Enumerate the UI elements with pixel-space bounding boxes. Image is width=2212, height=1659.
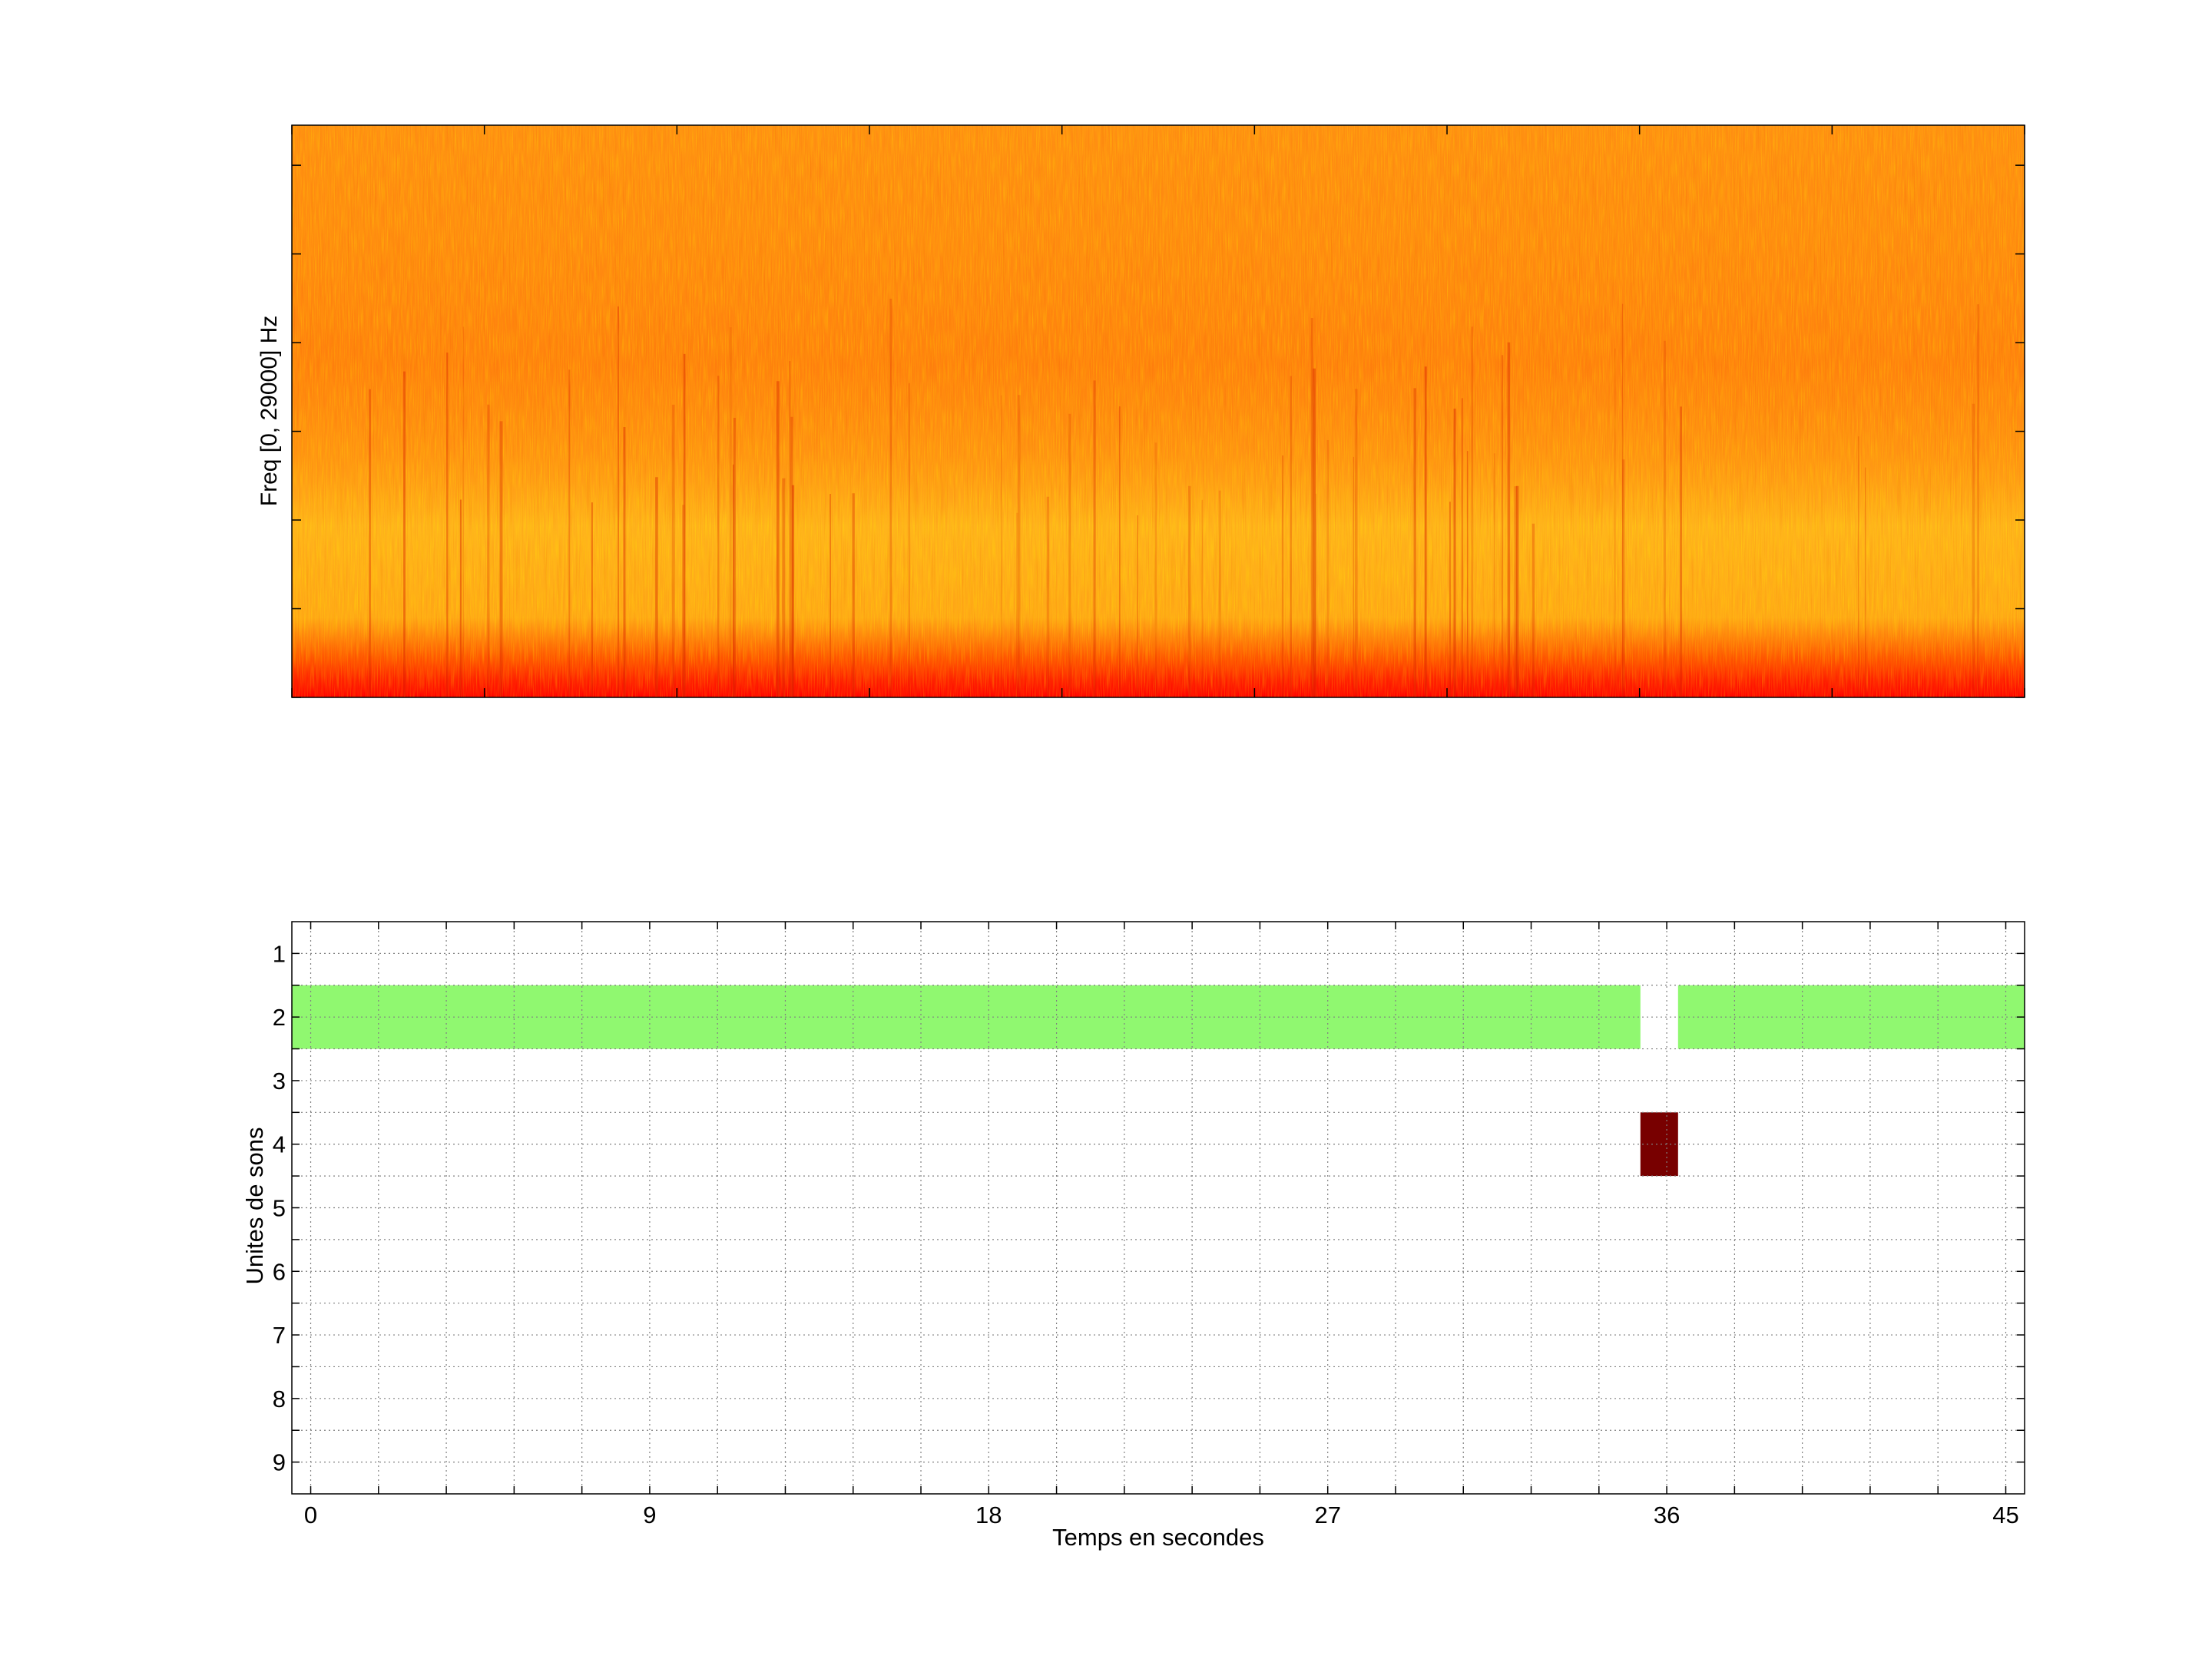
units-y-tick-label: 4 (273, 1131, 286, 1158)
spectrogram-panel: Freq [0, 29000] Hz (257, 124, 2025, 698)
units-y-tick-label: 5 (273, 1195, 286, 1222)
units-x-tick-label: 36 (1654, 1502, 1680, 1528)
units-y-tick-label: 3 (273, 1068, 286, 1094)
units-y-tick-label: 1 (273, 940, 286, 967)
units-y-tick-label: 8 (273, 1386, 286, 1412)
units-y-tick-label: 7 (273, 1322, 286, 1349)
units-y-tick-label: 6 (273, 1258, 286, 1285)
units-grid (292, 922, 2025, 1494)
units-x-tick-label: 45 (1992, 1502, 2018, 1528)
units-y-tick-label: 9 (273, 1449, 286, 1476)
spectrogram-axes-frame (291, 124, 2025, 698)
spectrogram-y-axis-label: Freq [0, 29000] Hz (257, 316, 282, 506)
spectrogram-dark-streaks (292, 125, 2025, 697)
units-x-tick-label: 0 (304, 1502, 317, 1528)
units-y-ticks: 1 2 3 4 5 6 7 8 9 (273, 940, 2025, 1476)
units-y-axis-label: Unites de sons (241, 1127, 268, 1284)
sound-unit-segment (1640, 1112, 1678, 1177)
units-y-tick-label: 2 (273, 1004, 286, 1031)
units-x-ticks: 0 9 18 27 36 45 (304, 922, 2019, 1528)
spectrogram-ticks (291, 125, 2025, 698)
spectrogram-vertical-streaks (369, 298, 1979, 696)
units-x-tick-label: 9 (643, 1502, 656, 1528)
units-x-tick-label: 27 (1314, 1502, 1340, 1528)
units-x-axis-label: Temps en secondes (1052, 1524, 1264, 1551)
units-x-tick-label: 18 (975, 1502, 1002, 1528)
